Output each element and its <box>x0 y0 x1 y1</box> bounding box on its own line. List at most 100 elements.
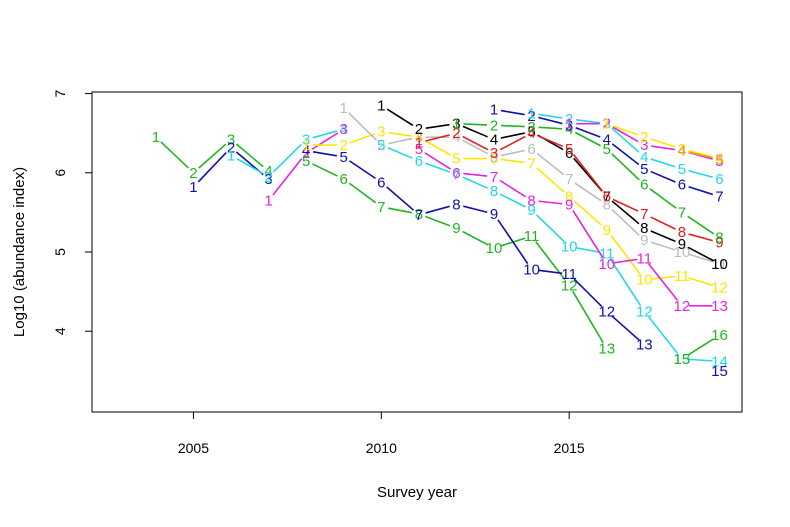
series-line-segment <box>688 169 713 179</box>
series-line-segment <box>612 198 639 212</box>
point-label: 6 <box>603 189 611 206</box>
point-label: 2 <box>565 111 573 128</box>
point-label: 8 <box>640 220 648 237</box>
y-tick-label: 6 <box>52 169 68 177</box>
point-label: 3 <box>415 129 423 146</box>
point-label: 2 <box>340 137 348 154</box>
series-line-segment <box>497 219 529 265</box>
point-label: 5 <box>527 124 535 141</box>
point-label: 3 <box>603 116 611 133</box>
point-label: 3 <box>565 117 573 134</box>
series-line-segment <box>500 149 525 157</box>
point-label: 1 <box>189 179 197 196</box>
series-line-segment <box>688 151 713 159</box>
series-line-segment <box>388 131 413 137</box>
point-label: 12 <box>598 303 615 320</box>
point-label: 7 <box>678 204 686 221</box>
point-label: 5 <box>452 151 460 168</box>
point-label: 2 <box>640 129 648 146</box>
point-label: 10 <box>598 256 615 273</box>
point-label: 15 <box>711 363 728 380</box>
series-line-segment <box>425 123 450 129</box>
x-axis-label: Survey year <box>377 484 457 501</box>
point-label: 2 <box>189 165 197 182</box>
series-line-segment <box>651 145 676 151</box>
y-tick-label: 4 <box>52 327 68 335</box>
series-line-segment <box>648 263 679 301</box>
series-line-segment <box>500 158 525 164</box>
point-label: 4 <box>340 121 348 138</box>
series-line-segment <box>688 358 713 362</box>
series-line-segment <box>462 125 488 138</box>
series-line-segment <box>538 126 563 130</box>
series-line-segment <box>650 158 676 168</box>
point-label: 4 <box>415 129 423 146</box>
point-label: 1 <box>452 116 460 133</box>
series-line-segment <box>425 134 450 142</box>
point-label: 8 <box>452 196 460 213</box>
point-label: 8 <box>565 189 573 206</box>
series-line-segment <box>573 278 603 308</box>
point-label: 2 <box>490 117 498 134</box>
series-line-segment <box>649 188 677 209</box>
series-line-segment <box>650 241 676 251</box>
point-label: 8 <box>490 183 498 200</box>
point-label: 9 <box>565 196 573 213</box>
series-line-segment <box>688 253 714 263</box>
point-label: 13 <box>598 341 615 358</box>
point-label: 6 <box>452 165 460 182</box>
point-label: 6 <box>715 171 723 188</box>
y-axis-label: Log10 (abundance index) <box>11 167 28 337</box>
point-label: 11 <box>637 250 653 267</box>
series-line-segment <box>499 193 526 208</box>
series-line-segment <box>197 151 227 183</box>
series-line-segment <box>538 116 563 125</box>
point-label: 1 <box>302 137 310 154</box>
point-label: 12 <box>561 277 578 294</box>
point-label: 5 <box>415 141 423 158</box>
series-line-segment <box>312 163 338 177</box>
point-label: 5 <box>640 161 648 178</box>
series-line-segment <box>687 338 714 356</box>
point-label: 3 <box>264 171 272 188</box>
series-line-segment <box>687 246 714 262</box>
point-label: 6 <box>678 177 686 194</box>
point-label: 6 <box>415 153 423 170</box>
point-label: 2 <box>603 116 611 133</box>
point-label: 7 <box>490 169 498 186</box>
series-line-segment <box>609 259 642 306</box>
point-label: 4 <box>302 143 310 160</box>
point-label: 9 <box>490 206 498 223</box>
point-label: 9 <box>640 232 648 249</box>
point-label: 16 <box>711 327 728 344</box>
point-label: 3 <box>377 124 385 141</box>
series-line-segment <box>688 233 713 242</box>
point-label: 8 <box>603 196 611 213</box>
series-line-segment <box>312 150 337 157</box>
point-label: 12 <box>636 303 653 320</box>
point-label: 2 <box>452 125 460 142</box>
series-line-segment <box>272 143 302 173</box>
point-label: 4 <box>715 151 723 168</box>
series-line-segment <box>500 124 525 128</box>
series-3: 1 2 3 4 <box>227 121 348 186</box>
series-line-segment <box>499 179 527 198</box>
series-line-segment <box>536 167 565 193</box>
series-line-segment <box>687 215 715 235</box>
series-line-segment <box>235 143 264 168</box>
point-label: 5 <box>715 151 723 168</box>
series-line-segment <box>538 269 563 275</box>
series-line-segment <box>425 162 451 173</box>
x-tick-label: 2015 <box>554 440 585 456</box>
series-line-segment <box>538 113 563 119</box>
